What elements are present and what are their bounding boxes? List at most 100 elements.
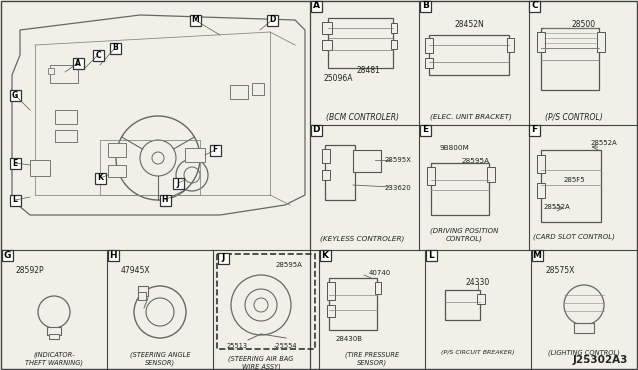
Text: 28552A: 28552A [591, 140, 618, 146]
Text: J: J [177, 178, 179, 188]
Text: M: M [533, 250, 542, 259]
Bar [311, 124, 322, 135]
Bar [49, 334, 59, 339]
Bar [540, 28, 598, 90]
Text: 28481: 28481 [356, 66, 380, 75]
Bar [209, 145, 221, 155]
Text: H: H [109, 250, 117, 259]
Text: (STEERING ANGLE: (STEERING ANGLE [130, 352, 190, 359]
Bar [426, 58, 433, 68]
Text: 28452N: 28452N [454, 20, 484, 29]
Bar [108, 165, 126, 177]
Text: 28595A: 28595A [461, 158, 489, 164]
Text: 28595A: 28595A [276, 262, 303, 268]
Text: G: G [12, 91, 18, 100]
Bar [94, 172, 105, 184]
Bar [93, 50, 103, 61]
Text: B: B [422, 1, 429, 10]
Text: 28430B: 28430B [336, 336, 362, 342]
Bar [540, 150, 600, 222]
Text: (BCM CONTROLER): (BCM CONTROLER) [325, 113, 399, 122]
Text: -25554: -25554 [274, 343, 297, 349]
Bar [574, 323, 594, 333]
Bar [391, 40, 397, 49]
Text: 47945X: 47945X [121, 266, 151, 275]
Text: K: K [322, 250, 329, 259]
Bar [431, 163, 489, 215]
Bar [189, 14, 200, 26]
Text: A: A [313, 1, 320, 10]
Bar [487, 167, 495, 182]
Text: (LIGHTING CONTROL): (LIGHTING CONTROL) [548, 350, 620, 357]
Bar [10, 90, 20, 101]
Text: (P/S CONTROL): (P/S CONTROL) [545, 113, 602, 122]
Text: 24330: 24330 [466, 278, 490, 287]
Bar [320, 249, 330, 260]
Bar [1, 249, 13, 260]
Bar [160, 195, 170, 205]
Bar [353, 150, 381, 172]
Text: L: L [428, 250, 434, 259]
Bar [507, 38, 514, 52]
Bar [48, 68, 54, 74]
Text: M: M [191, 16, 199, 24]
Bar [30, 160, 50, 176]
Bar [329, 278, 377, 330]
Bar [391, 23, 397, 33]
Bar [327, 282, 335, 300]
Text: D: D [312, 125, 320, 135]
Bar [531, 249, 542, 260]
Bar [217, 254, 315, 349]
Text: SENSOR): SENSOR) [145, 360, 175, 367]
Text: D: D [269, 16, 275, 24]
Text: 285F5: 285F5 [563, 177, 585, 183]
Bar [107, 249, 119, 260]
Bar [10, 158, 20, 168]
Text: H: H [162, 195, 168, 205]
Bar [426, 38, 433, 53]
Bar [322, 149, 330, 163]
Text: (ELEC. UNIT BRACKET): (ELEC. UNIT BRACKET) [431, 113, 512, 120]
Text: F: F [212, 145, 218, 155]
Text: C: C [531, 1, 538, 10]
Bar [327, 305, 335, 317]
Bar [218, 252, 228, 263]
Bar [230, 85, 248, 99]
Text: G: G [3, 250, 11, 259]
Text: CONTROL): CONTROL) [446, 236, 483, 242]
Bar [47, 327, 61, 335]
Bar [420, 124, 431, 135]
Text: SENSOR): SENSOR) [357, 360, 387, 367]
Bar [429, 35, 509, 75]
Bar [427, 167, 435, 185]
Bar [311, 0, 322, 11]
Bar [138, 292, 146, 300]
Bar [10, 195, 20, 205]
Bar [252, 83, 264, 95]
Text: (DRIVING POSITION: (DRIVING POSITION [430, 228, 498, 235]
Text: 28552A: 28552A [544, 204, 570, 210]
Bar [172, 178, 184, 188]
Text: F: F [531, 125, 538, 135]
Text: (INDICATOR-: (INDICATOR- [33, 352, 75, 359]
Text: 40740: 40740 [369, 270, 391, 276]
Text: 28592P: 28592P [15, 266, 43, 275]
Bar [322, 40, 332, 50]
Text: (KEYLESS CONTROLER): (KEYLESS CONTROLER) [320, 235, 404, 242]
Bar [537, 183, 545, 198]
Bar [420, 0, 431, 11]
Text: L: L [13, 195, 17, 205]
Bar [477, 294, 485, 304]
Text: WIRE ASSY): WIRE ASSY) [242, 363, 280, 370]
Bar [597, 32, 605, 52]
Text: C: C [95, 50, 101, 60]
Text: THEFT WARNING): THEFT WARNING) [25, 360, 83, 367]
Bar [325, 145, 355, 200]
Bar [73, 57, 84, 68]
Bar [267, 14, 278, 26]
Bar [55, 130, 77, 142]
Text: J25302A3: J25302A3 [573, 355, 628, 365]
Bar [185, 148, 205, 162]
Bar [138, 286, 148, 296]
Text: (TIRE PRESSURE: (TIRE PRESSURE [345, 352, 399, 359]
